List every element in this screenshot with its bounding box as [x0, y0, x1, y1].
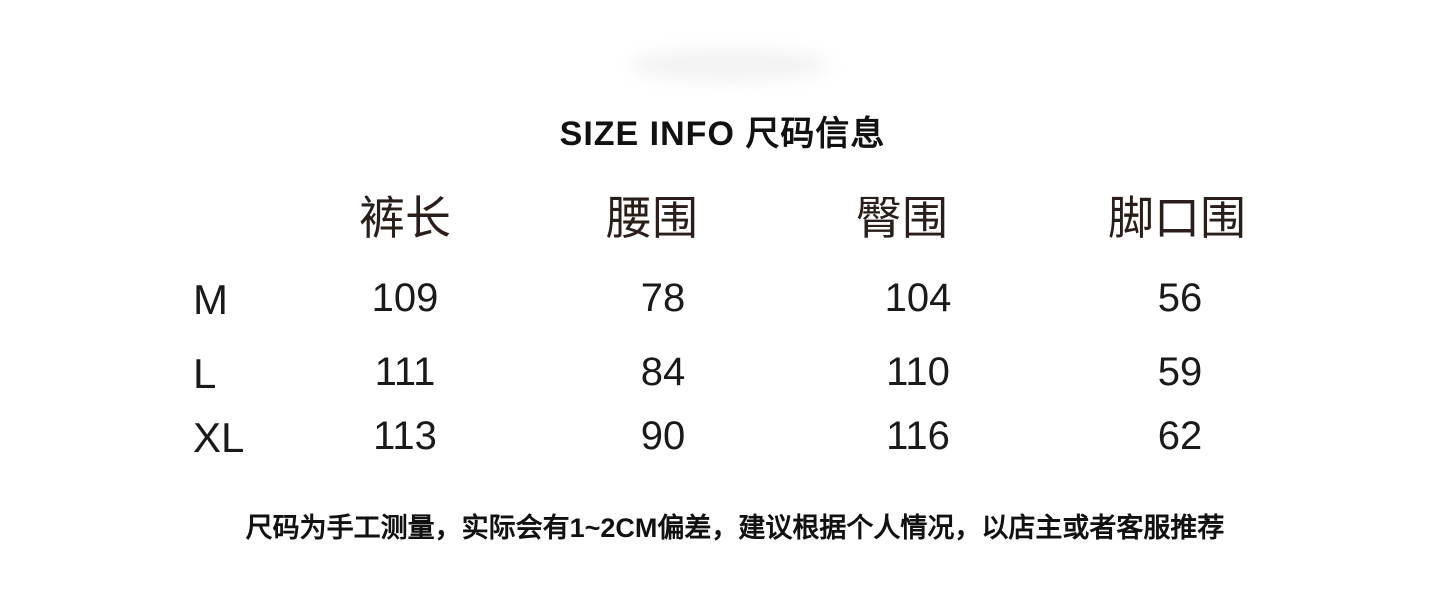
table-cell: 84 — [640, 350, 686, 394]
table-cell: 90 — [640, 414, 686, 458]
table-cell: 109 — [371, 276, 439, 320]
table-cell: 62 — [1157, 414, 1203, 458]
table-cell: 56 — [1157, 276, 1203, 320]
header-waist: 腰围 — [606, 193, 698, 244]
table-cell: 116 — [886, 414, 950, 458]
size-label: L — [193, 350, 217, 397]
table-cell: 110 — [886, 350, 950, 394]
table-cell: 78 — [640, 276, 686, 320]
header-hem: 脚口围 — [1108, 193, 1246, 244]
size-label: M — [193, 276, 228, 323]
table-cell: 111 — [374, 350, 436, 394]
header-length: 裤长 — [359, 193, 451, 244]
background-smudge — [630, 48, 830, 82]
table-cell: 113 — [373, 414, 437, 458]
measurement-note: 尺码为手工测量，实际会有1~2CM偏差，建议根据个人情况，以店主或者客服推荐 — [245, 513, 1225, 543]
table-cell: 59 — [1157, 350, 1203, 394]
page-title: SIZE INFO 尺码信息 — [559, 115, 886, 153]
table-cell: 104 — [884, 276, 952, 320]
size-label: XL — [193, 414, 245, 461]
header-hip: 臀围 — [856, 193, 948, 244]
